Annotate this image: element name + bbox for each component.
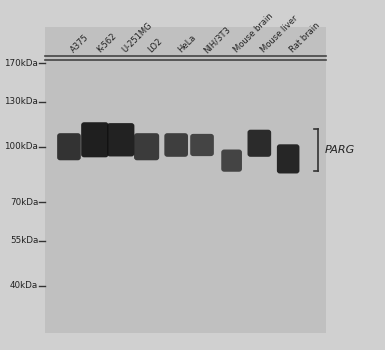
Text: Mouse liver: Mouse liver <box>259 14 300 55</box>
FancyBboxPatch shape <box>134 133 159 160</box>
Text: Rat brain: Rat brain <box>288 21 322 55</box>
FancyBboxPatch shape <box>57 133 81 160</box>
Text: 100kDa: 100kDa <box>4 142 38 151</box>
Text: 130kDa: 130kDa <box>4 97 38 106</box>
Text: PARG: PARG <box>325 145 355 155</box>
FancyBboxPatch shape <box>81 122 109 158</box>
Text: K-562: K-562 <box>95 32 118 55</box>
Text: NIH/3T3: NIH/3T3 <box>202 25 233 55</box>
Text: A375: A375 <box>69 33 91 55</box>
FancyBboxPatch shape <box>277 144 300 174</box>
FancyBboxPatch shape <box>164 133 188 157</box>
Text: HeLa: HeLa <box>176 33 198 55</box>
Text: 55kDa: 55kDa <box>10 236 38 245</box>
FancyBboxPatch shape <box>248 130 271 157</box>
Text: U-251MG: U-251MG <box>121 21 154 55</box>
Text: 70kDa: 70kDa <box>10 198 38 207</box>
FancyBboxPatch shape <box>45 27 326 332</box>
FancyBboxPatch shape <box>221 149 242 172</box>
FancyBboxPatch shape <box>190 134 214 156</box>
Text: LO2: LO2 <box>147 37 164 55</box>
Text: Mouse brain: Mouse brain <box>232 12 275 55</box>
FancyBboxPatch shape <box>107 123 134 156</box>
Text: 170kDa: 170kDa <box>4 59 38 68</box>
Text: 40kDa: 40kDa <box>10 281 38 290</box>
